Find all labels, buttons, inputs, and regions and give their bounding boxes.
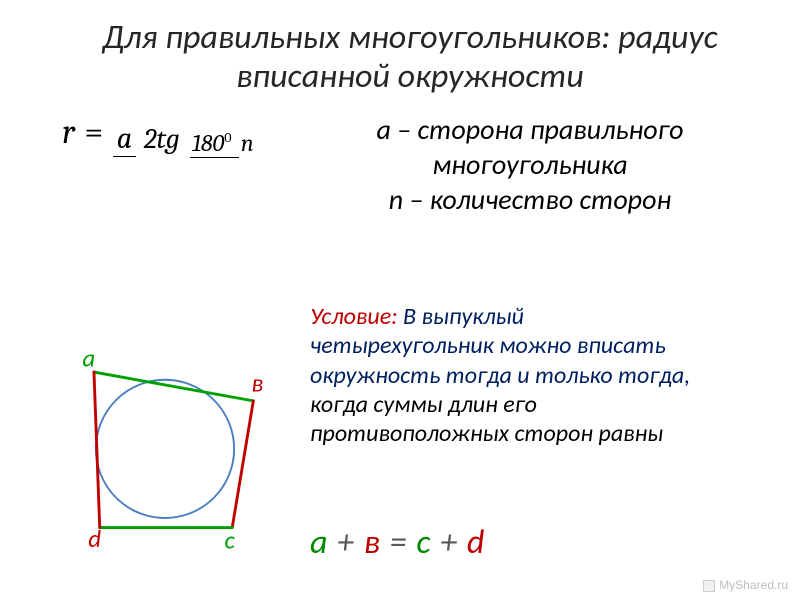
cond-black-1: когда суммы длин его bbox=[310, 390, 537, 419]
slide-title: Для правильных многоугольников: радиус в… bbox=[60, 18, 760, 96]
equals-sign: = bbox=[84, 112, 103, 152]
formula-fraction: a 2tg 1800 n bbox=[113, 123, 260, 155]
eq-equals: = bbox=[390, 522, 407, 563]
definitions: a – сторона правильного многоугольника n… bbox=[300, 112, 760, 217]
inscribed-circle bbox=[96, 380, 234, 518]
eq-c: с bbox=[416, 522, 430, 563]
side-d bbox=[94, 372, 100, 528]
den-coeff: 2tg bbox=[144, 123, 180, 155]
inner-num: 1800 bbox=[190, 129, 239, 158]
def-line-2: многоугольника bbox=[300, 147, 760, 182]
cond-blue-3: окружность тогда и только тогда, bbox=[310, 361, 690, 390]
def-line-3: n – количество сторон bbox=[300, 182, 760, 217]
watermark: MyShared.ru bbox=[703, 578, 788, 592]
eq-b: в bbox=[364, 522, 380, 563]
eq-plus-2: + bbox=[440, 522, 457, 563]
watermark-icon bbox=[703, 580, 715, 592]
inscribed-circle-diagram: а в с d bbox=[40, 326, 290, 566]
cond-blue-1: В выпуклый bbox=[403, 302, 524, 331]
deg-value: 180 bbox=[192, 129, 224, 157]
side-sum-equation: а + в = с + d bbox=[310, 522, 484, 563]
radius-formula: r = a 2tg 1800 n bbox=[62, 112, 260, 156]
vertex-label-a: а bbox=[82, 342, 95, 373]
cond-blue-2: четырехугольник можно вписать bbox=[310, 331, 666, 360]
vertex-label-b: в bbox=[251, 367, 263, 398]
inner-fraction: 1800 n bbox=[190, 128, 256, 156]
eq-a: а bbox=[310, 522, 327, 563]
formula-denominator: 2tg 1800 n bbox=[140, 123, 260, 155]
formula-lhs: r bbox=[62, 112, 75, 152]
inner-den: n bbox=[239, 129, 256, 157]
deg-symbol: 0 bbox=[224, 129, 231, 146]
side-a bbox=[94, 372, 253, 401]
vertex-label-d: d bbox=[88, 523, 101, 554]
def-line-1: a – сторона правильного bbox=[300, 112, 760, 147]
side-b bbox=[232, 401, 253, 528]
watermark-text: MyShared.ru bbox=[719, 578, 788, 592]
condition-block: Условие: В выпуклый четырехугольник можн… bbox=[310, 302, 774, 448]
formula-numerator: a bbox=[113, 121, 136, 157]
vertex-label-c: с bbox=[225, 525, 236, 556]
cond-black-2: противоположных сторон равны bbox=[310, 419, 663, 448]
condition-label: Условие: bbox=[310, 302, 398, 331]
eq-d: d bbox=[467, 522, 484, 563]
eq-plus-1: + bbox=[337, 522, 354, 563]
